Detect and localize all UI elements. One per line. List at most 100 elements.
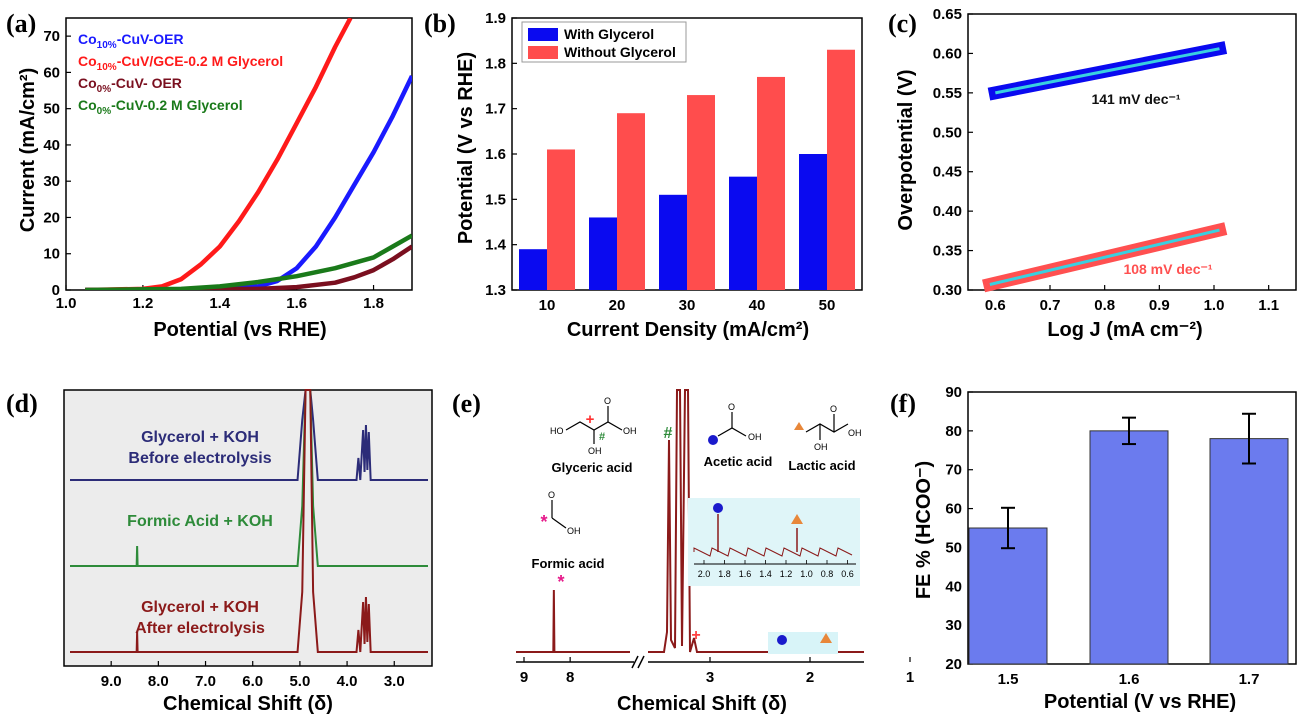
y-tick-label: 0.35: [933, 243, 962, 260]
legend-entry-2: Co0%-CuV- OER: [78, 75, 182, 95]
y-tick-label: 1.6: [485, 146, 506, 163]
acetic-structure-marker: [708, 435, 718, 445]
acetic-oh: OH: [748, 432, 762, 442]
bar-without-glycerol-10: [547, 149, 575, 290]
x-tick-label: 1.0: [1204, 297, 1225, 314]
axis-break-1: [631, 655, 639, 669]
panel-b: (b) 1.3 1.4 1.5 1.6 1.7 1.8 1.9 10 20 30 40 50 With…: [424, 9, 863, 341]
bar-without-glycerol-20: [617, 113, 645, 290]
series-line-2: [85, 244, 412, 290]
bar-1.6: [1089, 430, 1169, 665]
inset-tick-label: 1.6: [739, 569, 752, 579]
panel-e: (e) 9 8 3 2 1 * # +2.0 1.8 1.6 1.4 1.2 1.0 0.8 0.6 O OH H…: [452, 389, 914, 714]
bar-with-glycerol-50: [799, 154, 827, 290]
lactic-skeleton: [805, 423, 849, 433]
lactic-oh: OH: [848, 428, 862, 438]
panel-a: (a) 1.0 1.2 1.4 1.6 1.8 0 10 20 30 40 50 60 70 Co10%…: [6, 9, 413, 341]
x-tick-label: 0.9: [1149, 297, 1170, 314]
y-tick-label: 70: [43, 28, 60, 45]
inset-tick-label: 1.4: [759, 569, 772, 579]
fit-line-0: [995, 47, 1220, 95]
y-tick-label: 1.7: [485, 101, 506, 118]
y-tick-label: 80: [945, 423, 962, 440]
compound-label-lactic: Lactic acid: [788, 458, 855, 473]
legend-label-0: With Glycerol: [564, 26, 654, 42]
panel-b-bars: [519, 49, 855, 290]
x-tick-label: 20: [609, 297, 626, 314]
inset-tick-label: 2.0: [698, 569, 711, 579]
y-tick-label: 1.9: [485, 10, 506, 27]
trace-label-2-0: Glycerol + KOH: [141, 599, 259, 616]
panel-d-traces: Glycerol + KOH Before electrolysis Formic …: [70, 389, 428, 653]
series-line-1: [85, 18, 353, 290]
panel-b-legend: With Glycerol Without Glycerol: [521, 21, 687, 63]
x-tick-label: 10: [539, 297, 556, 314]
panel-f-xlabel: Potential (V vs RHE): [1044, 691, 1236, 713]
bar-without-glycerol-50: [827, 49, 855, 290]
y-tick-label: 0.30: [933, 282, 962, 299]
panel-f-label: (f): [890, 389, 916, 418]
panel-d-axis: 9.0 8.0 7.0 6.0 5.0 4.0 3.0: [101, 661, 405, 690]
x-tick-label: 1.5: [998, 671, 1019, 688]
glyceric-hash-marker: #: [664, 425, 673, 442]
x-tick-label: 1.1: [1258, 297, 1279, 314]
panel-b-ylabel: Potential (V vs RHE): [455, 52, 477, 244]
x-tick-label: 9.0: [101, 673, 122, 690]
bar-with-glycerol-10: [519, 249, 547, 290]
bar-without-glycerol-30: [687, 95, 715, 290]
x-tick-label: 40: [749, 297, 766, 314]
y-tick-label: 60: [43, 64, 60, 81]
y-tick-label: 40: [945, 578, 962, 595]
y-tick-label: 0.40: [933, 203, 962, 220]
bar-1.7: [1209, 438, 1289, 665]
acetic-o: O: [728, 402, 735, 412]
inset-lactic-marker: [791, 514, 803, 524]
bar-with-glycerol-30: [659, 194, 687, 290]
compound-label-acetic: Acetic acid: [704, 454, 773, 469]
inset-box: [688, 498, 860, 586]
y-tick-label: 0.45: [933, 164, 962, 181]
panel-a-xlabel: Potential (vs RHE): [153, 319, 326, 341]
axis-break-2: [637, 655, 645, 669]
y-tick-label: 30: [43, 173, 60, 190]
y-tick-label: 0.60: [933, 45, 962, 62]
y-tick-label: 50: [945, 539, 962, 556]
x-tick-label: 8: [566, 669, 574, 686]
panel-d: (d) Glycerol + KOH Before electrolysis For…: [6, 389, 433, 714]
y-tick-label: 0.55: [933, 85, 962, 102]
panel-b-axes: 1.3 1.4 1.5 1.6 1.7 1.8 1.9 10 20 30 40 50: [485, 10, 863, 314]
inset-tick-label: 0.8: [821, 569, 834, 579]
inset-tick-label: 0.6: [841, 569, 854, 579]
nmr-trace-1: [70, 389, 428, 567]
slope-label-0: 141 mV dec⁻¹: [1091, 91, 1180, 107]
formic-o: O: [548, 490, 555, 500]
y-tick-label: 30: [945, 617, 962, 634]
panel-a-label: (a): [6, 9, 36, 38]
inset-tick-label: 1.0: [800, 569, 813, 579]
formic-oh: OH: [567, 526, 581, 536]
x-tick-label: 1.4: [209, 295, 231, 312]
panel-d-xlabel: Chemical Shift (δ): [163, 693, 333, 714]
y-tick-label: 0: [52, 282, 60, 299]
legend-entry-0: Co10%-CuV-OER: [78, 31, 184, 51]
acetic-marker: [777, 635, 787, 645]
series-line-3: [85, 233, 412, 290]
panel-c-label: (c): [888, 9, 917, 38]
formic-bond: [551, 517, 567, 529]
bar-without-glycerol-40: [757, 76, 785, 290]
panel-c-xlabel: Log J (mA cm⁻²): [1047, 319, 1202, 341]
panel-b-xlabel: Current Density (mA/cm²): [567, 319, 809, 341]
panel-e-plot: 9 8 3 2 1 * # +2.0 1.8 1.6 1.4 1.2 1.0 0.8 0.6 O OH HO OH +…: [516, 389, 914, 686]
y-tick-label: 10: [43, 246, 60, 263]
x-tick-label: 5.0: [289, 673, 310, 690]
nmr-trace-left: [516, 589, 630, 653]
x-tick-label: 50: [819, 297, 836, 314]
x-tick-label: 3: [706, 669, 714, 686]
y-tick-label: 1.3: [485, 282, 506, 299]
y-tick-label: 20: [43, 209, 60, 226]
x-tick-label: 1.6: [286, 295, 307, 312]
panel-c: (c) 0.6 0.7 0.8 0.9 1.0 1.10.300.350.400.450.…: [888, 6, 1297, 341]
lactic-oh2: OH: [814, 442, 828, 452]
y-tick-label: 70: [945, 462, 962, 479]
